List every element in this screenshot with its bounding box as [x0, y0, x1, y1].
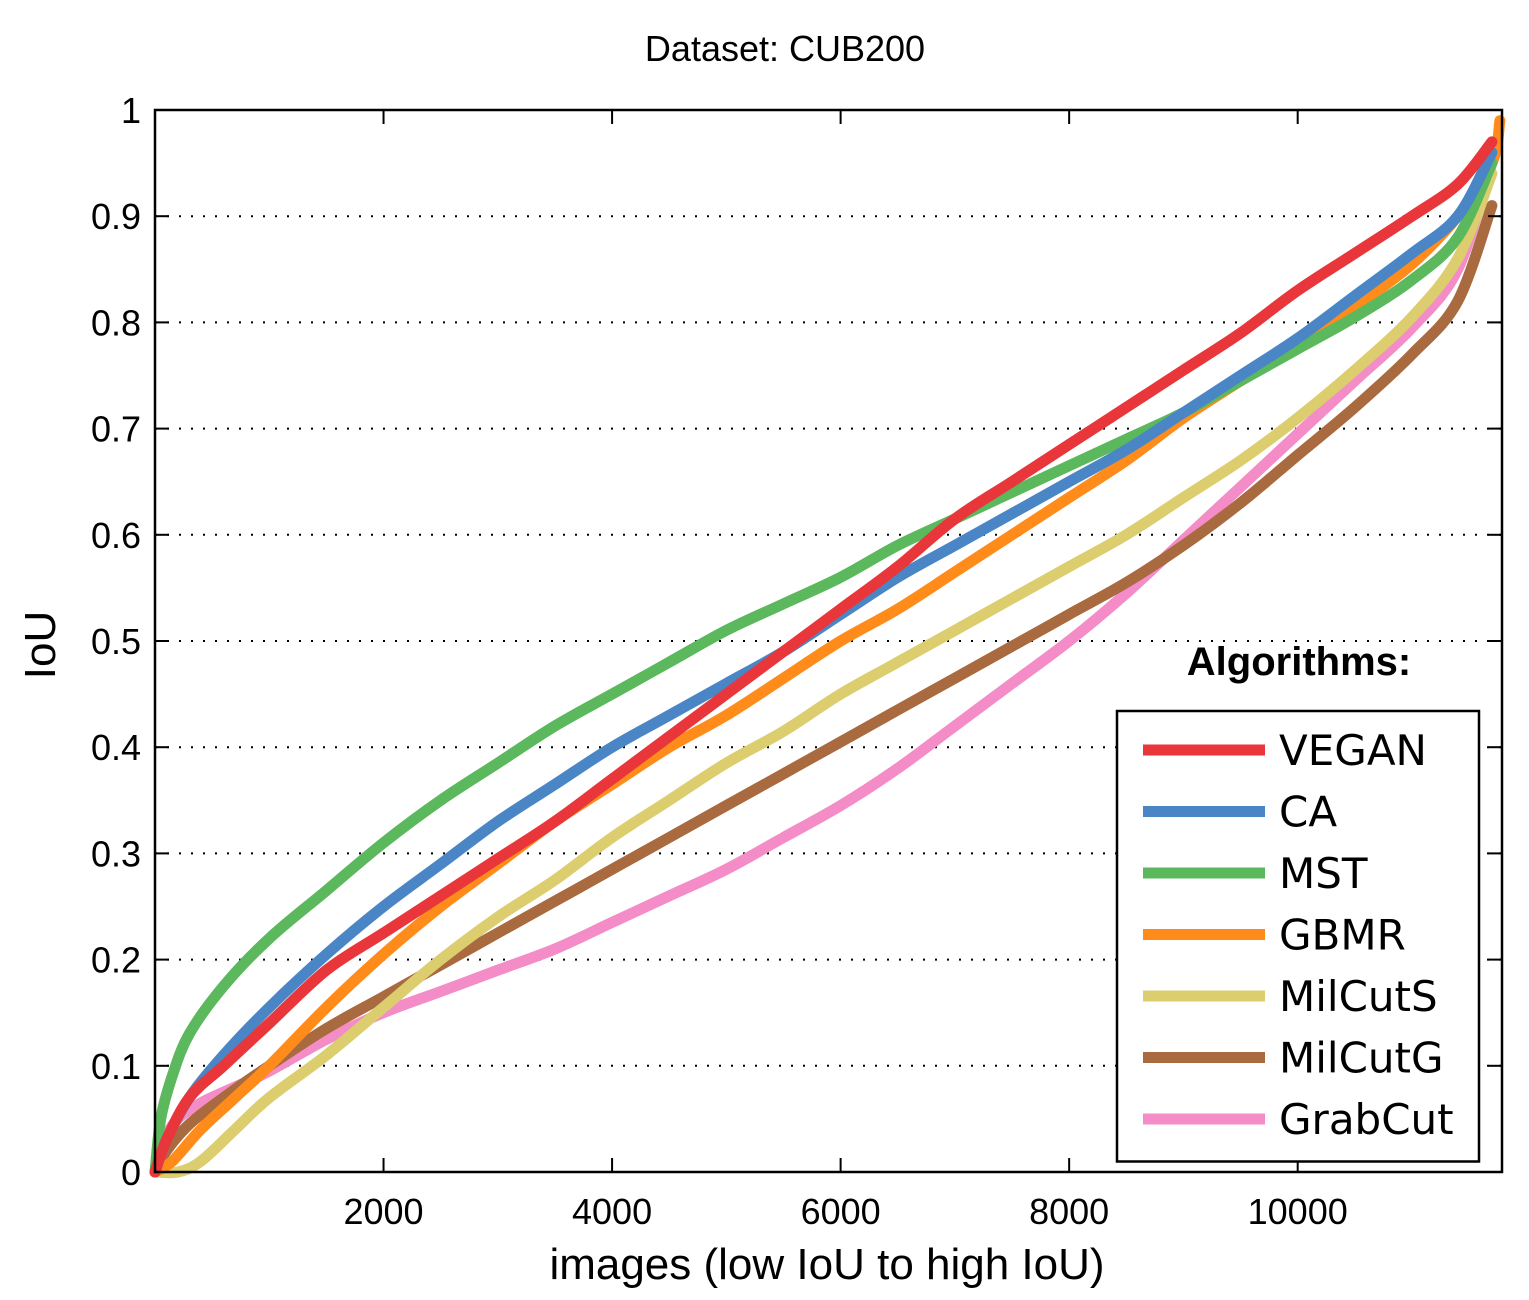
y-tick-label: 0.2	[91, 940, 141, 981]
series-lines	[149, 115, 1506, 1179]
legend-label-mst: MST	[1279, 849, 1368, 898]
legend-title: Algorithms:	[1187, 640, 1411, 684]
y-tick-label: 0.9	[91, 196, 141, 237]
series-line-milcutg	[149, 200, 1498, 1178]
x-tick-label: 4000	[572, 1191, 652, 1232]
axis-ticks	[155, 109, 1502, 1173]
legend-label-milcutg: MilCutG	[1279, 1034, 1444, 1083]
y-tick-label: 0.8	[91, 302, 141, 343]
y-tick-label: 0	[121, 1152, 141, 1193]
legend-label-vegan: VEGAN	[1279, 726, 1427, 775]
series-line-vegan	[149, 136, 1498, 1178]
y-tick-label: 0.3	[91, 833, 141, 874]
y-tick-label: 0.7	[91, 409, 141, 450]
y-tick-label: 1	[121, 90, 141, 131]
tick-labels: 0 0.1 0.2 0.3 0.4 0.5 0.6 0.7 0.8 0.9 1 2000 4000 600…	[91, 90, 1348, 1232]
legend: VEGAN CA MST GBMR MilCutS MilCutG GrabCut	[1115, 709, 1481, 1163]
legend-label-grabcut: GrabCut	[1279, 1095, 1454, 1144]
x-tick-label: 6000	[801, 1191, 881, 1232]
y-tick-label: 0.4	[91, 727, 141, 768]
y-tick-label: 0.5	[91, 621, 141, 662]
chart-title: Dataset: CUB200	[645, 28, 925, 69]
x-tick-label: 2000	[343, 1191, 423, 1232]
legend-label-gbmr: GBMR	[1279, 911, 1406, 960]
y-tick-label: 0.6	[91, 515, 141, 556]
legend-label-milcuts: MilCutS	[1279, 972, 1438, 1021]
x-tick-label: 8000	[1029, 1191, 1109, 1232]
x-tick-label: 10000	[1248, 1191, 1348, 1232]
legend-label-ca: CA	[1279, 788, 1337, 837]
y-axis-label: IoU	[16, 611, 65, 679]
y-tick-label: 0.1	[91, 1046, 141, 1087]
series-line-mst	[149, 157, 1498, 1178]
x-axis-label: images (low IoU to high IoU)	[549, 1240, 1104, 1289]
series-line-gbmr	[149, 115, 1506, 1178]
series-line-milcuts	[149, 168, 1498, 1179]
